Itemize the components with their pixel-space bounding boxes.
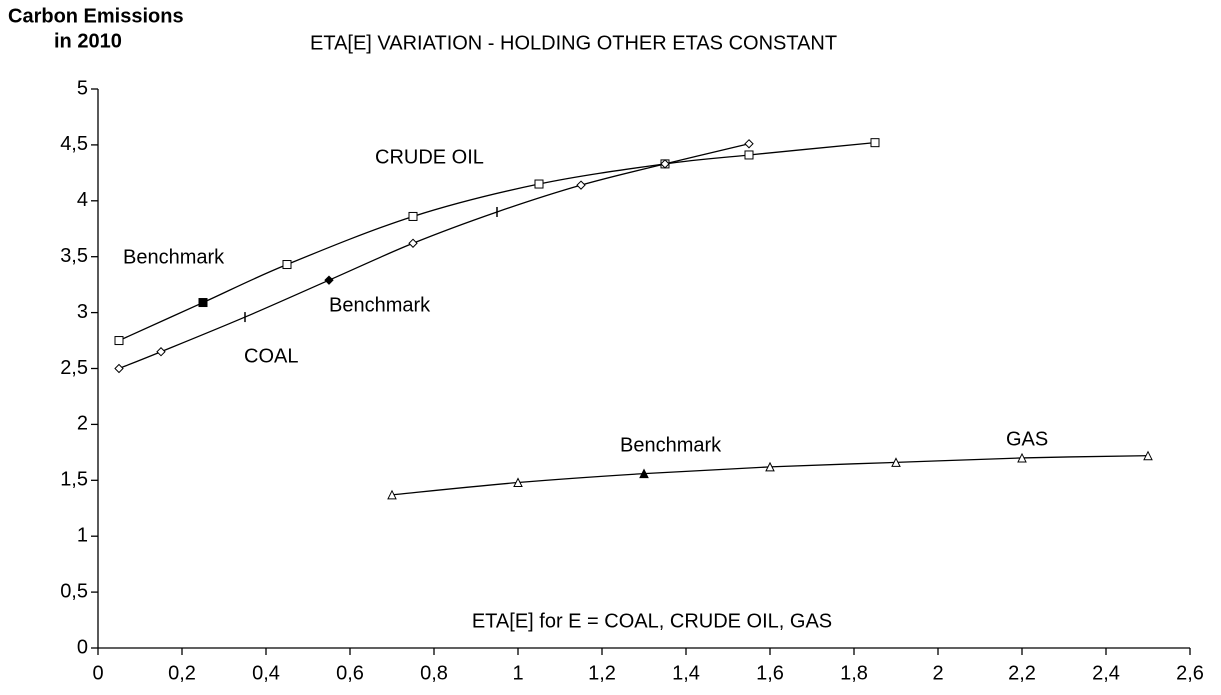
marker: [744, 139, 754, 149]
marker: [891, 457, 901, 467]
annotation: Benchmark: [123, 246, 225, 268]
marker: [114, 336, 124, 346]
x-tick-label: 1,2: [588, 662, 616, 684]
series-line: [118, 142, 876, 342]
marker: [660, 159, 670, 169]
marker: [114, 363, 124, 374]
x-tick-label: 1,4: [672, 662, 700, 684]
x-tick-label: 1,8: [840, 662, 868, 684]
chart-title: ETA[E] VARIATION - HOLDING OTHER ETAS CO…: [310, 32, 837, 54]
y-tick-label: 3,5: [60, 245, 88, 267]
y-tick-label: 1: [77, 524, 88, 546]
annotation: Benchmark: [620, 434, 722, 456]
x-tick-label: 1: [512, 662, 523, 684]
marker: [744, 150, 754, 160]
y-axis-label: Carbon Emissions: [8, 5, 184, 27]
marker: [513, 477, 523, 488]
x-tick-label: 0,2: [168, 662, 196, 684]
marker: [156, 347, 166, 357]
marker: [639, 468, 649, 479]
marker: [870, 138, 880, 148]
series-label: COAL: [244, 345, 298, 367]
series-line: [391, 455, 1149, 496]
x-tick-label: 0,6: [336, 662, 364, 684]
marker: [765, 461, 775, 472]
y-axis-label: in 2010: [54, 30, 122, 52]
x-tick-label: 2,6: [1176, 662, 1204, 684]
y-tick-label: 4: [77, 189, 88, 211]
marker: [408, 238, 418, 248]
x-axis-label: ETA[E] for E = COAL, CRUDE OIL, GAS: [472, 610, 832, 632]
y-tick-label: 0,5: [60, 580, 88, 602]
marker: [1143, 450, 1153, 461]
marker: [1017, 452, 1027, 463]
x-tick-label: 0,4: [252, 662, 280, 684]
x-tick-label: 0: [92, 662, 103, 684]
marker: [576, 180, 586, 190]
x-tick-label: 2,4: [1092, 662, 1120, 684]
y-tick-label: 5: [77, 77, 88, 99]
y-tick-label: 3: [77, 301, 88, 323]
y-tick-label: 2,5: [60, 357, 88, 379]
marker: [198, 298, 208, 308]
marker: [534, 179, 544, 189]
marker: [387, 489, 397, 500]
marker: [282, 260, 292, 270]
y-tick-label: 0: [77, 636, 88, 658]
series-label: GAS: [1006, 428, 1048, 450]
x-tick-label: 0,8: [420, 662, 448, 684]
y-tick-label: 4,5: [60, 133, 88, 155]
x-tick-label: 2,2: [1008, 662, 1036, 684]
y-tick-label: 1,5: [60, 469, 88, 491]
marker: [408, 211, 418, 221]
y-tick-label: 2: [77, 413, 88, 435]
annotation: Benchmark: [329, 294, 431, 316]
marker: [324, 275, 334, 285]
series-label: CRUDE OIL: [375, 146, 484, 168]
x-tick-label: 2: [932, 662, 943, 684]
x-tick-label: 1,6: [756, 662, 784, 684]
